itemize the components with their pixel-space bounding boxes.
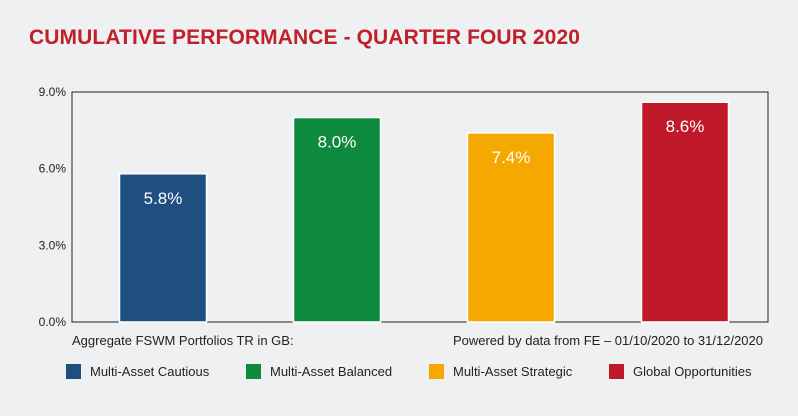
footnote-left: Aggregate FSWM Portfolios TR in GB: [72,333,294,348]
bar-2 [466,132,556,323]
bar-value-label-1: 8.0% [318,133,357,152]
y-tick-label-2: 6.0% [39,162,67,176]
y-tick-label-3: 9.0% [39,85,67,99]
legend-swatch-cautious [66,364,81,379]
footnote-right: Powered by data from FE – 01/10/2020 to … [452,333,763,348]
legend-swatch-global [609,364,624,379]
legend-label-cautious: Multi-Asset Cautious [90,364,210,379]
y-tick-label-0: 0.0% [39,315,67,329]
legend-item-cautious: Multi-Asset Cautious [66,364,209,379]
bar-1 [292,116,382,323]
legend-item-balanced: Multi-Asset Balanced [246,364,392,379]
legend-label-strategic: Multi-Asset Strategic [453,364,573,379]
chart-title: CUMULATIVE PERFORMANCE - QUARTER FOUR 20… [29,26,581,49]
legend-item-strategic: Multi-Asset Strategic [429,364,572,379]
bar-3 [640,101,730,323]
y-tick-label-1: 3.0% [39,238,67,252]
bar-value-label-2: 7.4% [492,148,531,167]
legend-swatch-strategic [429,364,444,379]
bar-value-label-3: 8.6% [666,117,705,136]
legend-label-balanced: Multi-Asset Balanced [270,364,393,379]
plot-frame [71,91,769,323]
legend-label-global: Global Opportunities [633,364,752,379]
legend-item-global: Global Opportunities [609,364,752,379]
bar-0 [118,173,208,323]
bar-value-label-0: 5.8% [144,189,183,208]
legend: Multi-Asset Cautious Multi-Asset Balance… [66,364,766,382]
legend-swatch-balanced [246,364,261,379]
